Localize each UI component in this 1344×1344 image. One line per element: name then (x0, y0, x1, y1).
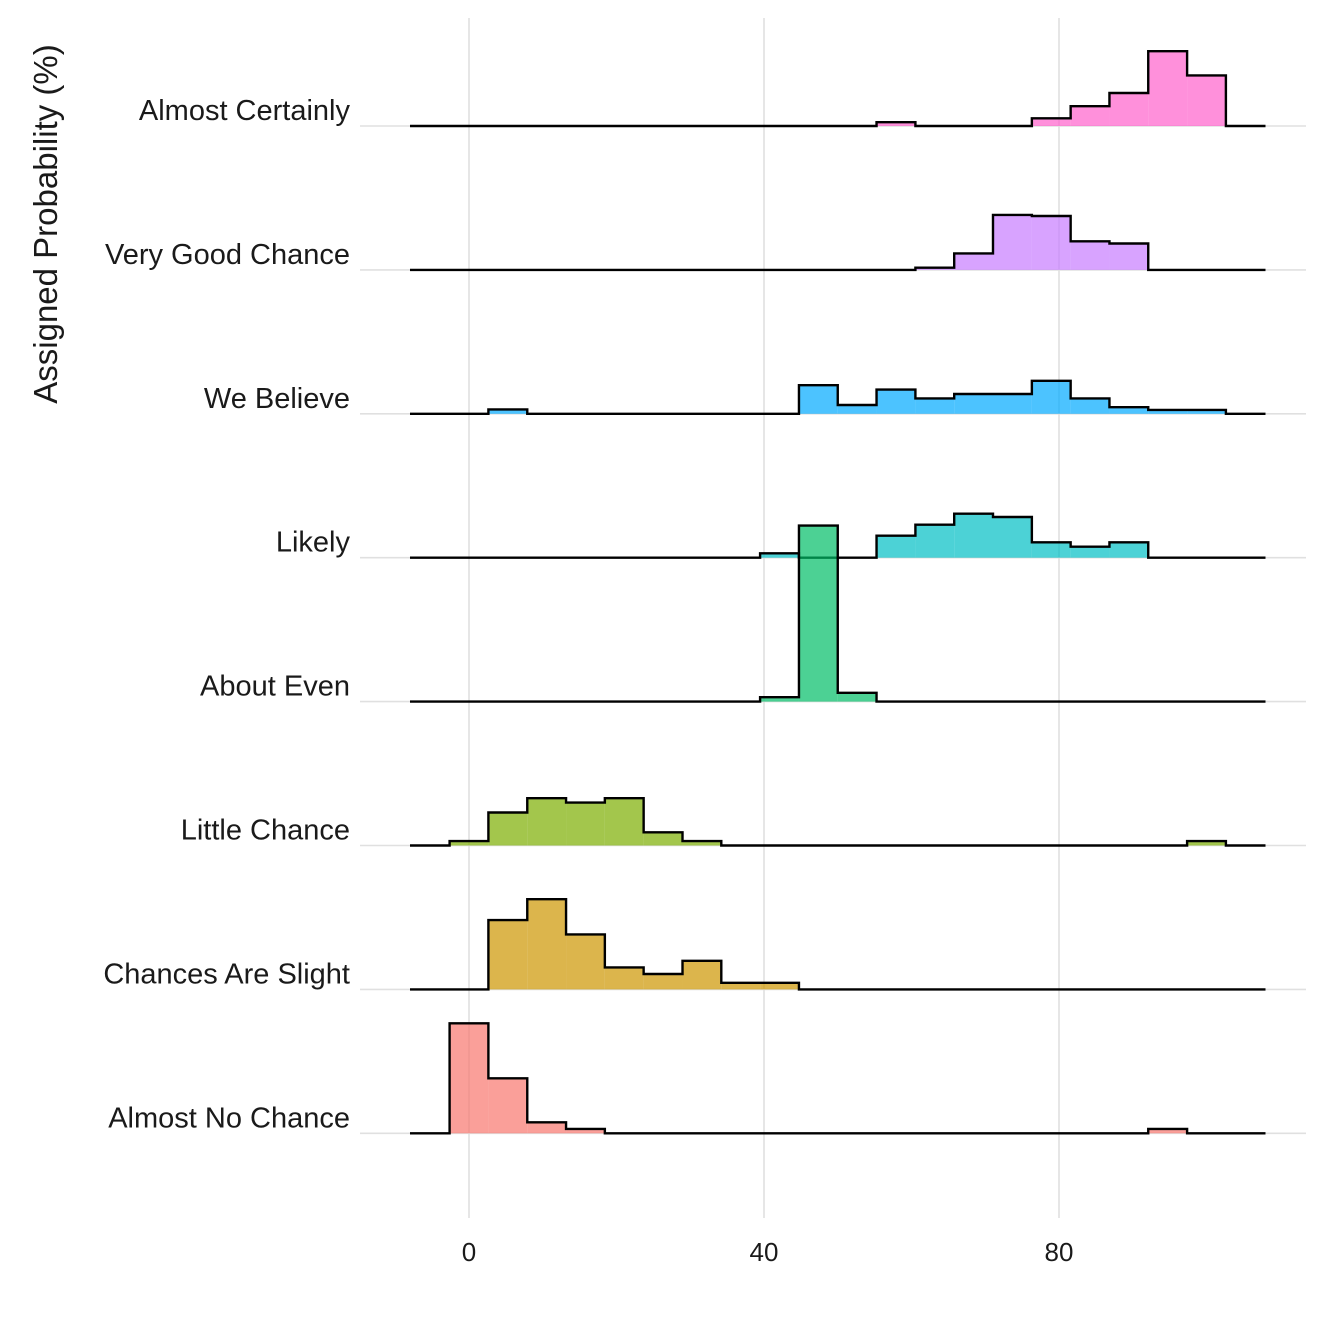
histogram-bar (915, 398, 955, 414)
histogram-bar (1031, 380, 1071, 414)
category-label: Chances Are Slight (103, 958, 350, 990)
histogram-bar (1187, 75, 1226, 126)
ridge-likely (410, 512, 1266, 559)
histogram-bar (527, 798, 567, 846)
x-tick-labels: 0 40 80 (462, 1237, 1074, 1267)
histogram-bar (1109, 93, 1149, 126)
histogram-bar (1070, 106, 1110, 126)
histogram-bar (488, 920, 528, 990)
histogram-bar (798, 525, 838, 702)
histogram-bar (1031, 542, 1071, 558)
category-label: Very Good Chance (105, 239, 350, 271)
histogram-bar (837, 692, 877, 702)
ridge-about-even (410, 524, 1266, 703)
histogram-bar (954, 513, 993, 558)
histogram-bar (798, 385, 838, 414)
ridge-outline (410, 379, 1266, 415)
histogram-bar (449, 841, 489, 846)
category-labels: Almost No Chance Chances Are Slight Little… (103, 95, 350, 1134)
histogram-bar (682, 841, 722, 846)
ridge-outline (410, 797, 1266, 847)
histogram-bar (1070, 398, 1110, 414)
histogram-bar (604, 967, 644, 990)
histogram-bar (1187, 409, 1226, 414)
category-label: Almost No Chance (108, 1102, 350, 1134)
y-axis-title: Assigned Probability (%) (27, 44, 64, 404)
histogram-bar (1148, 51, 1188, 127)
histogram-bar (1109, 407, 1149, 414)
x-tick-label: 0 (462, 1237, 476, 1267)
histogram-bar (876, 389, 916, 414)
histogram-bar (1187, 841, 1226, 846)
ridge-very-good-chance (410, 213, 1266, 272)
category-label: Little Chance (181, 815, 350, 847)
histogram-bar (566, 802, 605, 846)
histogram-bar (1031, 118, 1071, 126)
x-tick-label: 40 (750, 1237, 779, 1267)
category-label: Almost Certainly (139, 95, 351, 127)
histogram-bar (837, 405, 877, 414)
histogram-bar (1031, 216, 1071, 270)
histogram-bar (1070, 546, 1110, 558)
ridge-little-chance (410, 797, 1266, 847)
histogram-bar (488, 812, 528, 846)
histogram-bar (449, 1023, 489, 1134)
histogram-bar (488, 1078, 528, 1134)
ridge-outline (410, 1022, 1266, 1135)
x-gridlines (468, 18, 1060, 1218)
ridge-outline (410, 512, 1266, 559)
ridges (410, 50, 1266, 1135)
ridge-outline (410, 898, 1266, 991)
histogram-bar (992, 394, 1032, 414)
histogram-bar (876, 122, 916, 126)
histogram-bar (721, 982, 761, 990)
histogram-bar (1109, 243, 1149, 270)
ridge-chances-are-slight (410, 898, 1266, 991)
ridge-we-believe (410, 379, 1266, 415)
histogram-bar (992, 214, 1032, 270)
histogram-bar (876, 535, 916, 558)
ridge-almost-certainly (410, 50, 1266, 128)
histogram-bar (1148, 1128, 1188, 1134)
histogram-bar (1070, 241, 1110, 270)
histogram-bar (992, 517, 1032, 558)
category-label: About Even (200, 671, 350, 703)
histogram-bar (760, 553, 799, 558)
histogram-bar (527, 1122, 567, 1134)
histogram-bar (1109, 542, 1149, 558)
ridge-outline (410, 524, 1266, 703)
histogram-bar (566, 1128, 605, 1134)
ridge-outline (410, 50, 1266, 128)
histogram-bar (643, 974, 683, 990)
x-tick-label: 80 (1045, 1237, 1074, 1267)
histogram-bar (760, 697, 799, 702)
histogram-bar (954, 253, 993, 270)
histogram-bar (954, 394, 993, 414)
histogram-bar (760, 982, 799, 990)
category-label: We Believe (204, 383, 350, 415)
histogram-bar (682, 960, 722, 990)
histogram-bar (643, 832, 683, 846)
histogram-bar (488, 409, 528, 414)
ridge-almost-no-chance (410, 1022, 1266, 1135)
histogram-bar (915, 524, 955, 558)
category-label: Likely (276, 527, 351, 559)
ridge-outline (410, 213, 1266, 272)
histogram-bar (1148, 409, 1188, 414)
histogram-bar (604, 798, 644, 846)
histogram-bar (527, 899, 567, 990)
histogram-bar (566, 934, 605, 990)
